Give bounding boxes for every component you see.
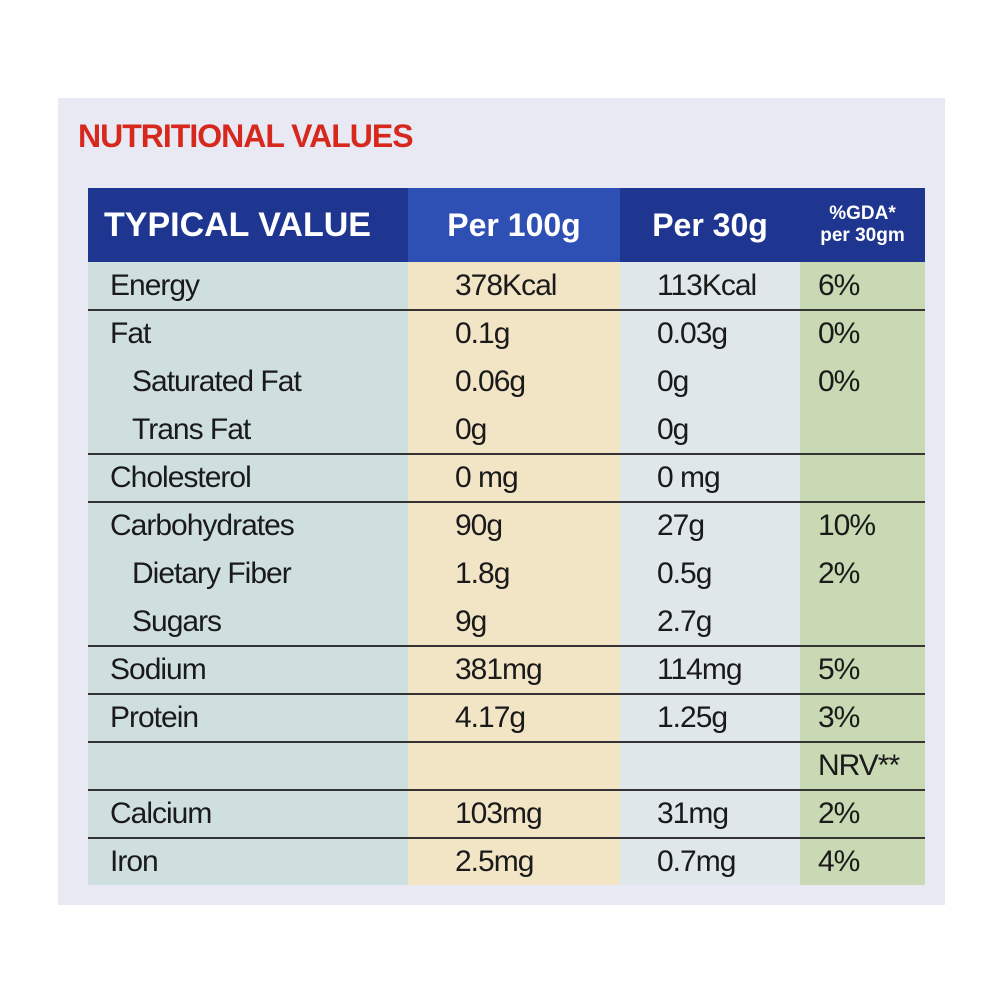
cell-per-100g: 0.1g [455,317,510,350]
cell-gda: 0% [818,365,860,398]
column-bg [88,262,408,885]
header-line: per 30gm [820,225,905,246]
cell-per-30g: 27g [657,509,705,542]
cell-per-100g: 381mg [455,653,543,686]
cell-gda: 5% [818,653,860,686]
column-bg [408,262,620,885]
cell-gda: 2% [818,557,860,590]
header-cell: %GDA* per 30gm [800,188,925,262]
cell-gda: 2% [818,797,860,830]
cell-gda: 4% [818,845,860,878]
row-separator [88,789,925,791]
cell-per-100g: 9g [455,605,487,638]
cell-gda: 10% [818,509,876,542]
cell-name: Saturated Fat [132,365,302,398]
cell-per-100g: 90g [455,509,503,542]
cell-name: Sodium [110,653,207,686]
cell-name: Cholesterol [110,461,252,494]
cell-per-100g: 378Kcal [455,269,557,302]
cell-per-30g: 0.03g [657,317,728,350]
cell-name: Calcium [110,797,212,830]
row-separator [88,501,925,503]
row-separator [88,693,925,695]
row-separator [88,453,925,455]
cell-gda: NRV** [818,749,900,782]
cell-name: Fat [110,317,151,350]
cell-per-30g: 114mg [657,653,743,686]
column-bg [800,262,925,885]
cell-name: Dietary Fiber [132,557,292,590]
header-cell: Per 30g [620,188,800,262]
row-separator [88,309,925,311]
cell-per-30g: 0 mg [657,461,721,494]
cell-gda: 3% [818,701,860,734]
cell-per-30g: 113Kcal [657,269,757,302]
header-cell: TYPICAL VALUE [88,188,408,262]
cell-per-100g: 0.06g [455,365,526,398]
cell-per-100g: 103mg [455,797,543,830]
cell-per-30g: 0g [657,413,689,446]
row-separator [88,741,925,743]
cell-per-100g: 0g [455,413,487,446]
cell-per-100g: 2.5mg [455,845,534,878]
cell-name: Carbohydrates [110,509,295,542]
header-line: %GDA* [829,203,896,224]
title: NUTRITIONAL VALUES [78,118,414,154]
cell-name: Energy [110,269,200,302]
header-cell: Per 100g [408,188,620,262]
cell-per-30g: 1.25g [657,701,728,734]
row-separator [88,645,925,647]
cell-per-30g: 0g [657,365,689,398]
cell-per-100g: 1.8g [455,557,510,590]
cell-per-30g: 31mg [657,797,729,830]
cell-name: Trans Fat [132,413,251,446]
cell-per-30g: 0.5g [657,557,712,590]
cell-name: Protein [110,701,199,734]
cell-per-100g: 4.17g [455,701,526,734]
cell-per-30g: 2.7g [657,605,712,638]
cell-gda: 0% [818,317,860,350]
cell-name: Iron [110,845,159,878]
column-bg [620,262,800,885]
cell-per-100g: 0 mg [455,461,519,494]
row-separator [88,837,925,839]
cell-name: Sugars [132,605,222,638]
cell-per-30g: 0.7mg [657,845,736,878]
cell-gda: 6% [818,269,860,302]
